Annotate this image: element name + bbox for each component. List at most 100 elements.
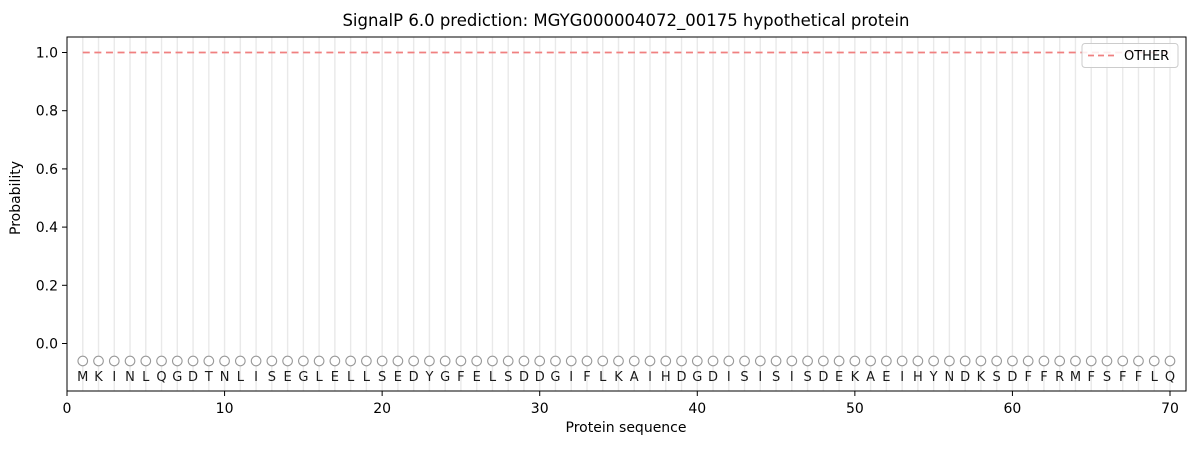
x-tick-label: 0 <box>63 401 72 417</box>
residue-letter: I <box>254 370 258 385</box>
residue-marker <box>691 355 703 367</box>
residue-letter: L <box>315 370 323 385</box>
residue-letter: I <box>112 370 116 385</box>
residue-marker <box>1085 355 1097 367</box>
y-tick-label: 0.4 <box>36 220 58 236</box>
x-tick-label: 70 <box>1161 401 1179 417</box>
residue-marker <box>471 355 483 367</box>
residue-marker <box>93 355 104 367</box>
residue-marker <box>707 355 719 367</box>
residue-marker <box>1164 355 1176 367</box>
residue-marker <box>234 355 246 367</box>
residue-letter: E <box>473 370 481 385</box>
residue-letter: K <box>614 370 623 385</box>
residue-marker <box>565 355 577 367</box>
residue-marker <box>959 355 971 367</box>
residue-letter: F <box>457 370 464 385</box>
residue-marker <box>975 355 987 367</box>
residue-letter: K <box>977 370 986 385</box>
x-tick-label: 20 <box>373 401 391 417</box>
x-tick-label: 10 <box>216 401 234 417</box>
residue-letter: R <box>1055 370 1064 385</box>
residue-letter: I <box>727 370 731 385</box>
residue-letter: G <box>440 370 450 385</box>
residue-marker <box>991 355 1003 367</box>
residue-letter: D <box>1007 370 1017 385</box>
residue-letter: N <box>220 370 230 385</box>
residue-marker <box>502 355 514 367</box>
residue-marker <box>802 355 813 367</box>
residue-marker <box>928 355 939 367</box>
residue-letter: D <box>519 370 529 385</box>
residue-letter: L <box>363 370 371 385</box>
residue-marker <box>676 355 687 367</box>
residue-letter: F <box>1040 370 1047 385</box>
residue-letter: Y <box>424 370 433 385</box>
residue-letter: F <box>1135 370 1142 385</box>
residue-marker <box>298 355 309 367</box>
residue-letter: S <box>1103 370 1111 385</box>
residue-marker <box>534 355 546 367</box>
residue-letter: D <box>818 370 828 385</box>
residue-letter: I <box>900 370 904 385</box>
residue-letter: N <box>945 370 955 385</box>
residue-letter: L <box>1151 370 1159 385</box>
residue-letter: M <box>77 370 88 385</box>
residue-marker <box>739 355 750 367</box>
residue-letter: F <box>1087 370 1094 385</box>
x-tick-label: 60 <box>1004 401 1022 417</box>
x-tick-label: 40 <box>688 401 706 417</box>
residue-marker <box>487 355 498 367</box>
residue-marker <box>550 355 561 367</box>
residue-letter: E <box>394 370 402 385</box>
residue-letter: N <box>125 370 135 385</box>
residue-letter: S <box>993 370 1001 385</box>
residue-marker <box>329 355 341 367</box>
legend-box <box>1081 43 1179 68</box>
residue-letter: L <box>347 370 355 385</box>
residue-letter: S <box>504 370 512 385</box>
residue-marker <box>266 355 278 367</box>
residue-letter: G <box>550 370 560 385</box>
residue-marker <box>628 355 640 367</box>
residue-letter: E <box>283 370 291 385</box>
residue-marker <box>408 355 420 367</box>
residue-letter: S <box>803 370 811 385</box>
residue-marker <box>613 355 624 367</box>
residue-marker <box>1133 355 1144 367</box>
residue-letter: H <box>661 370 671 385</box>
residue-marker <box>581 355 593 367</box>
residue-letter: L <box>489 370 497 385</box>
residue-letter: G <box>298 370 308 385</box>
residue-marker <box>597 355 609 367</box>
residue-marker <box>171 355 183 367</box>
residue-marker <box>912 355 924 367</box>
residue-letter: L <box>237 370 245 385</box>
residue-marker <box>660 355 672 367</box>
residue-letter: I <box>569 370 573 385</box>
residue-letter: Y <box>929 370 938 385</box>
residue-marker <box>1022 355 1034 367</box>
residue-marker <box>817 355 829 367</box>
legend: OTHER <box>1081 43 1179 68</box>
y-tick-label: 1.0 <box>36 46 58 62</box>
residue-marker <box>723 355 735 367</box>
residue-marker <box>1101 355 1113 367</box>
residue-letter: K <box>94 370 103 385</box>
residue-letter: F <box>1119 370 1126 385</box>
residue-marker <box>849 355 861 367</box>
residue-letter: T <box>204 370 213 385</box>
x-tick-label: 50 <box>846 401 864 417</box>
residue-marker <box>203 355 215 367</box>
residue-letter: F <box>583 370 590 385</box>
legend-label: OTHER <box>1124 49 1169 64</box>
y-tick-label: 0.6 <box>36 162 58 178</box>
residue-letter: D <box>188 370 198 385</box>
residue-marker <box>361 355 372 367</box>
residue-marker <box>439 355 451 367</box>
residue-marker <box>156 355 167 367</box>
residue-marker <box>1148 355 1160 367</box>
chart-title: SignalP 6.0 prediction: MGYG000004072_00… <box>342 11 909 31</box>
residue-letter: Q <box>1165 370 1175 385</box>
residue-marker <box>833 355 845 367</box>
